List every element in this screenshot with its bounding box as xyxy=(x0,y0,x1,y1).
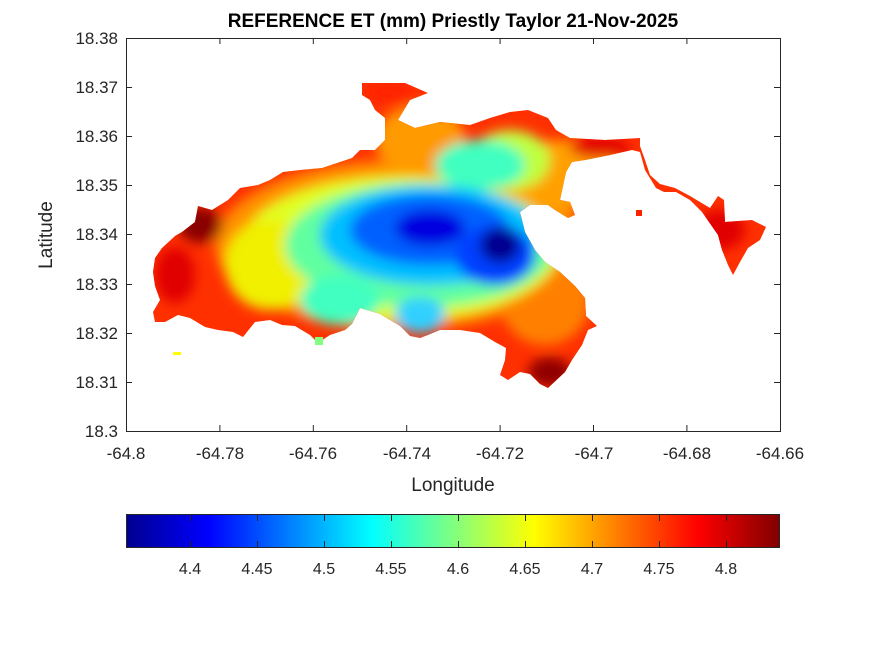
x-tick-label: -64.66 xyxy=(756,444,804,463)
colorbar-tick-label: 4.55 xyxy=(375,561,406,578)
colorbar-tick-label: 4.8 xyxy=(715,561,737,578)
x-tick-label: -64.8 xyxy=(107,444,146,463)
x-tick-label: -64.78 xyxy=(196,444,244,463)
x-tick-label: -64.7 xyxy=(575,444,614,463)
islet xyxy=(173,352,181,355)
colorbar-tick-marks xyxy=(190,515,727,547)
y-tick-label: 18.38 xyxy=(75,29,118,48)
colorbar-tick-labels: 4.4 4.45 4.5 4.55 4.6 4.65 4.7 4.75 4.8 xyxy=(179,561,737,578)
x-tick-label: -64.76 xyxy=(289,444,337,463)
colorbar xyxy=(126,514,780,548)
y-tick-marks xyxy=(126,87,780,383)
colorbar-tick-label: 4.4 xyxy=(179,561,201,578)
x-tick-label: -64.74 xyxy=(383,444,431,463)
y-tick-label: 18.37 xyxy=(75,78,118,97)
y-tick-label: 18.3 xyxy=(85,422,118,441)
y-tick-label: 18.31 xyxy=(75,373,118,392)
x-tick-label: -64.68 xyxy=(663,444,711,463)
islet xyxy=(636,210,642,216)
colorbar-tick-label: 4.65 xyxy=(509,561,540,578)
x-tick-labels: -64.8 -64.78 -64.76 -64.74 -64.72 -64.7 … xyxy=(107,444,804,463)
colorbar-tick-label: 4.7 xyxy=(581,561,603,578)
y-tick-label: 18.36 xyxy=(75,127,118,146)
x-tick-marks xyxy=(126,38,781,431)
y-tick-label: 18.35 xyxy=(75,176,118,195)
colorbar-tick-label: 4.5 xyxy=(313,561,335,578)
x-axis-label: Longitude xyxy=(411,475,494,496)
colorbar-tick-label: 4.75 xyxy=(643,561,674,578)
islet xyxy=(315,337,323,345)
y-tick-label: 18.33 xyxy=(75,275,118,294)
colorbar-tick-label: 4.6 xyxy=(447,561,469,578)
y-axis-label: Latitude xyxy=(36,201,57,269)
colorbar-tick-label: 4.45 xyxy=(241,561,272,578)
y-tick-label: 18.34 xyxy=(75,225,118,244)
x-tick-label: -64.72 xyxy=(476,444,524,463)
y-tick-labels: 18.38 18.37 18.36 18.35 18.34 18.33 18.3… xyxy=(75,29,118,441)
y-tick-label: 18.32 xyxy=(75,324,118,343)
chart-title: REFERENCE ET (mm) Priestly Taylor 21-Nov… xyxy=(228,11,679,32)
